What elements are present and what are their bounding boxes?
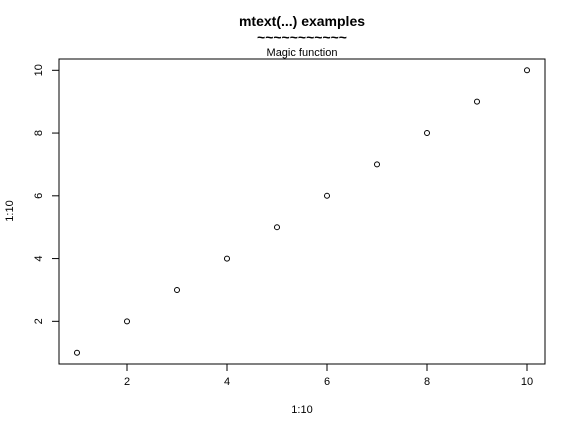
data-point [274, 224, 280, 231]
data-points [74, 67, 530, 356]
chart-title-decoration: ~~~~~~~~~~~ [257, 29, 347, 45]
data-point [324, 192, 330, 199]
data-point [124, 318, 130, 325]
chart-subtitle: Magic function [267, 47, 338, 59]
data-point [74, 349, 80, 356]
chart-title: mtext(...) examples [239, 13, 365, 29]
data-point [524, 67, 530, 74]
y-axis: 2 4 6 8 10 [33, 64, 59, 324]
x-axis-title: 1:10 [291, 404, 312, 416]
y-tick-label: 2 [33, 318, 45, 324]
x-tick-label: 4 [224, 376, 230, 388]
data-point [224, 255, 230, 262]
x-tick-label: 10 [521, 376, 533, 388]
y-tick-label: 10 [33, 64, 45, 76]
y-axis-title: 1:10 [4, 200, 16, 221]
x-tick-label: 8 [424, 376, 430, 388]
x-tick-label: 6 [324, 376, 330, 388]
y-tick-label: 8 [33, 130, 45, 136]
data-point [174, 286, 180, 293]
data-point [374, 161, 380, 168]
y-tick-label: 4 [33, 256, 45, 262]
x-tick-label: 2 [124, 376, 130, 388]
plot-frame [58, 58, 546, 365]
x-axis: 2 4 6 8 10 [124, 364, 533, 388]
data-point [424, 130, 430, 137]
data-point [474, 98, 480, 105]
y-tick-label: 6 [33, 193, 45, 199]
